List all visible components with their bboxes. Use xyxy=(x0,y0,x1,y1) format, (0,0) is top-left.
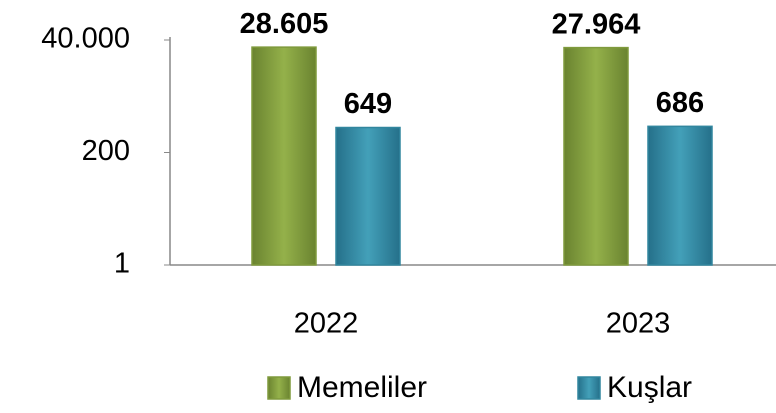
bar xyxy=(647,125,713,266)
y-tick-label: 40.000 xyxy=(41,23,130,55)
bar xyxy=(335,126,401,266)
x-tick-label: 2023 xyxy=(606,308,671,340)
legend-label: Memeliler xyxy=(297,371,427,404)
data-label: 686 xyxy=(656,87,704,119)
bar xyxy=(563,46,629,266)
y-tick-label: 200 xyxy=(82,135,130,167)
data-label: 27.964 xyxy=(552,8,641,40)
data-label: 28.605 xyxy=(240,8,329,40)
y-tick-label: 1 xyxy=(114,248,130,280)
bar xyxy=(251,46,317,266)
x-tick-label: 2022 xyxy=(294,308,359,340)
data-label: 649 xyxy=(344,88,392,120)
legend-swatch xyxy=(267,376,291,400)
legend-swatch xyxy=(577,376,601,400)
legend-label: Kuşlar xyxy=(607,371,692,404)
